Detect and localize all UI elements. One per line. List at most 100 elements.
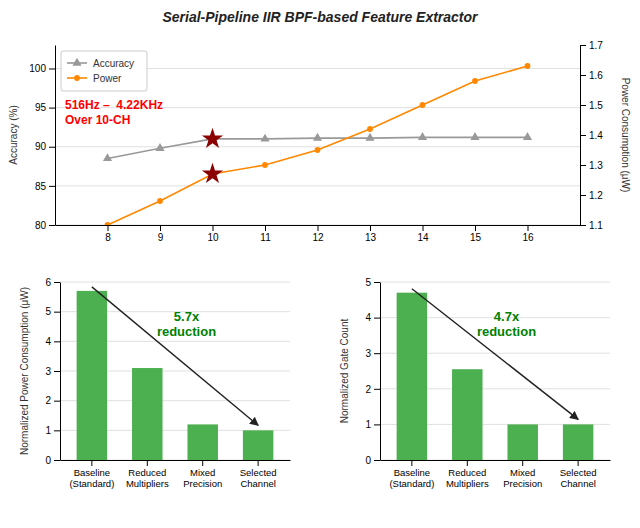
x-axis-tick: SelectedChannel <box>240 460 277 489</box>
y2-axis-tick-label: 1.5 <box>589 100 603 111</box>
annotation: 5.7xreduction <box>157 309 216 339</box>
y2-axis-tick-mark <box>580 105 586 106</box>
x-axis-tick-mark <box>108 225 109 231</box>
y-axis-tick-mark <box>49 186 55 187</box>
x-axis-tick: 16 <box>522 225 534 243</box>
y-axis-tick-mark <box>49 147 55 148</box>
point <box>103 153 112 161</box>
point <box>365 133 374 141</box>
plot-area <box>397 293 594 460</box>
y-axis-tick-mark <box>54 460 60 461</box>
y-axis-tick-mark <box>54 282 60 283</box>
trend-arrow <box>92 287 258 425</box>
bar <box>132 368 162 460</box>
x-axis-tick-label: 11 <box>260 232 271 243</box>
y2-axis-tick: 1.5 <box>580 100 603 111</box>
x-axis-tick-label: 10 <box>207 232 219 243</box>
y-axis-tick: 0 <box>365 455 380 466</box>
bar-chart: Baseline(Standard) ReducedMultipliers Mixe… <box>339 277 611 489</box>
legend-box <box>61 51 147 91</box>
y-axis-tick-mark <box>49 225 55 226</box>
y-axis-tick-label: 0 <box>45 455 51 466</box>
y-axis-tick: 95 <box>35 102 55 113</box>
y-axis-tick: 80 <box>35 220 55 231</box>
y-axis-tick-label: 3 <box>45 366 51 377</box>
x-axis-tick-label: Baseline(Standard) <box>69 467 114 489</box>
y-axis-line <box>55 46 56 226</box>
y-axis-tick: 3 <box>365 348 380 359</box>
bar <box>507 424 537 460</box>
y2-axis-tick-mark <box>580 45 586 46</box>
bar <box>77 291 107 460</box>
y2-axis-tick-mark <box>580 135 586 136</box>
y2-axis-tick-label: 1.7 <box>589 40 603 51</box>
annotation: 4.7xreduction <box>477 309 536 339</box>
x-axis-tick: MixedPrecision <box>503 460 542 489</box>
x-axis-tick-mark <box>578 460 579 466</box>
legend-label: Power <box>93 73 122 84</box>
y-axis-tick-label: 85 <box>35 181 47 192</box>
legend-marker <box>72 58 81 66</box>
x-axis-tick: 9 <box>158 225 164 243</box>
x-axis-tick-mark <box>411 460 412 466</box>
point <box>420 102 426 108</box>
y2-axis: 1.11.21.31.41.51.61.7 <box>580 40 603 231</box>
grid <box>380 282 610 460</box>
grid <box>60 282 290 460</box>
x-axis-tick: 12 <box>312 225 324 243</box>
x-axis-tick: MixedPrecision <box>183 460 222 489</box>
y-axis-tick-mark <box>54 312 60 313</box>
x-axis-tick: ReducedMultipliers <box>446 460 489 489</box>
x-axis-tick-mark <box>475 225 476 231</box>
x-axis-tick-mark <box>91 460 92 466</box>
x-axis-tick-mark <box>213 225 214 231</box>
axis-title: Normalized Power Consumption (μW) <box>19 287 30 455</box>
y-axis-tick: 90 <box>35 141 55 152</box>
x-axis-tick-label: MixedPrecision <box>183 467 222 489</box>
point <box>470 132 479 140</box>
y-axis-tick-label: 1 <box>45 425 51 436</box>
y-axis-tick: 3 <box>45 366 60 377</box>
y-axis-tick: 4 <box>45 336 60 347</box>
line-chart: 8910111213141516808590951001.11.21.31.41… <box>8 40 631 243</box>
y2-axis-tick-label: 1.1 <box>589 220 603 231</box>
y-axis-tick: 1 <box>365 419 380 430</box>
x-axis-tick-mark <box>467 460 468 466</box>
y-axis-tick: 4 <box>365 312 380 323</box>
y2-axis-tick: 1.2 <box>580 190 603 201</box>
x-axis-tick: 13 <box>365 225 377 243</box>
y-axis-tick-label: 90 <box>35 141 47 152</box>
y2-axis-tick: 1.1 <box>580 220 603 231</box>
x-axis: Baseline(Standard) ReducedMultipliers Mixe… <box>61 460 291 489</box>
title: Serial-Pipeline IIR BPF-based Feature Ex… <box>162 9 479 25</box>
point <box>472 78 478 84</box>
legend-item: Accuracy <box>67 58 134 69</box>
x-axis-tick-mark <box>370 225 371 231</box>
y-axis-tick: 5 <box>365 277 380 288</box>
point <box>262 162 268 168</box>
y-axis-tick-mark <box>374 424 380 425</box>
x-axis-tick-label: 15 <box>470 232 482 243</box>
series-line <box>108 66 528 225</box>
x-axis-tick: Baseline(Standard) <box>389 460 434 489</box>
axis-title: Power Consumption (μW) <box>620 78 631 193</box>
y-axis-tick-mark <box>54 430 60 431</box>
x-axis-tick-label: Baseline(Standard) <box>389 467 434 489</box>
point <box>105 222 111 225</box>
y2-axis-tick-mark <box>580 165 586 166</box>
point <box>367 126 373 132</box>
y-axis-tick-label: 2 <box>365 384 371 395</box>
y-axis-line <box>60 283 61 461</box>
x-axis-tick-label: ReducedMultipliers <box>126 467 169 489</box>
legend-label: Accuracy <box>93 58 134 69</box>
y2-axis-tick-mark <box>580 195 586 196</box>
x-axis-tick-mark <box>160 225 161 231</box>
y-axis-tick-mark <box>374 318 380 319</box>
x-axis-tick: 14 <box>417 225 429 243</box>
y-axis-tick-mark <box>54 401 60 402</box>
x-axis-tick-label: 8 <box>105 232 111 243</box>
y-axis-tick-label: 5 <box>45 306 51 317</box>
y-axis-tick: 2 <box>45 395 60 406</box>
bar <box>243 430 273 460</box>
bar <box>187 424 217 460</box>
